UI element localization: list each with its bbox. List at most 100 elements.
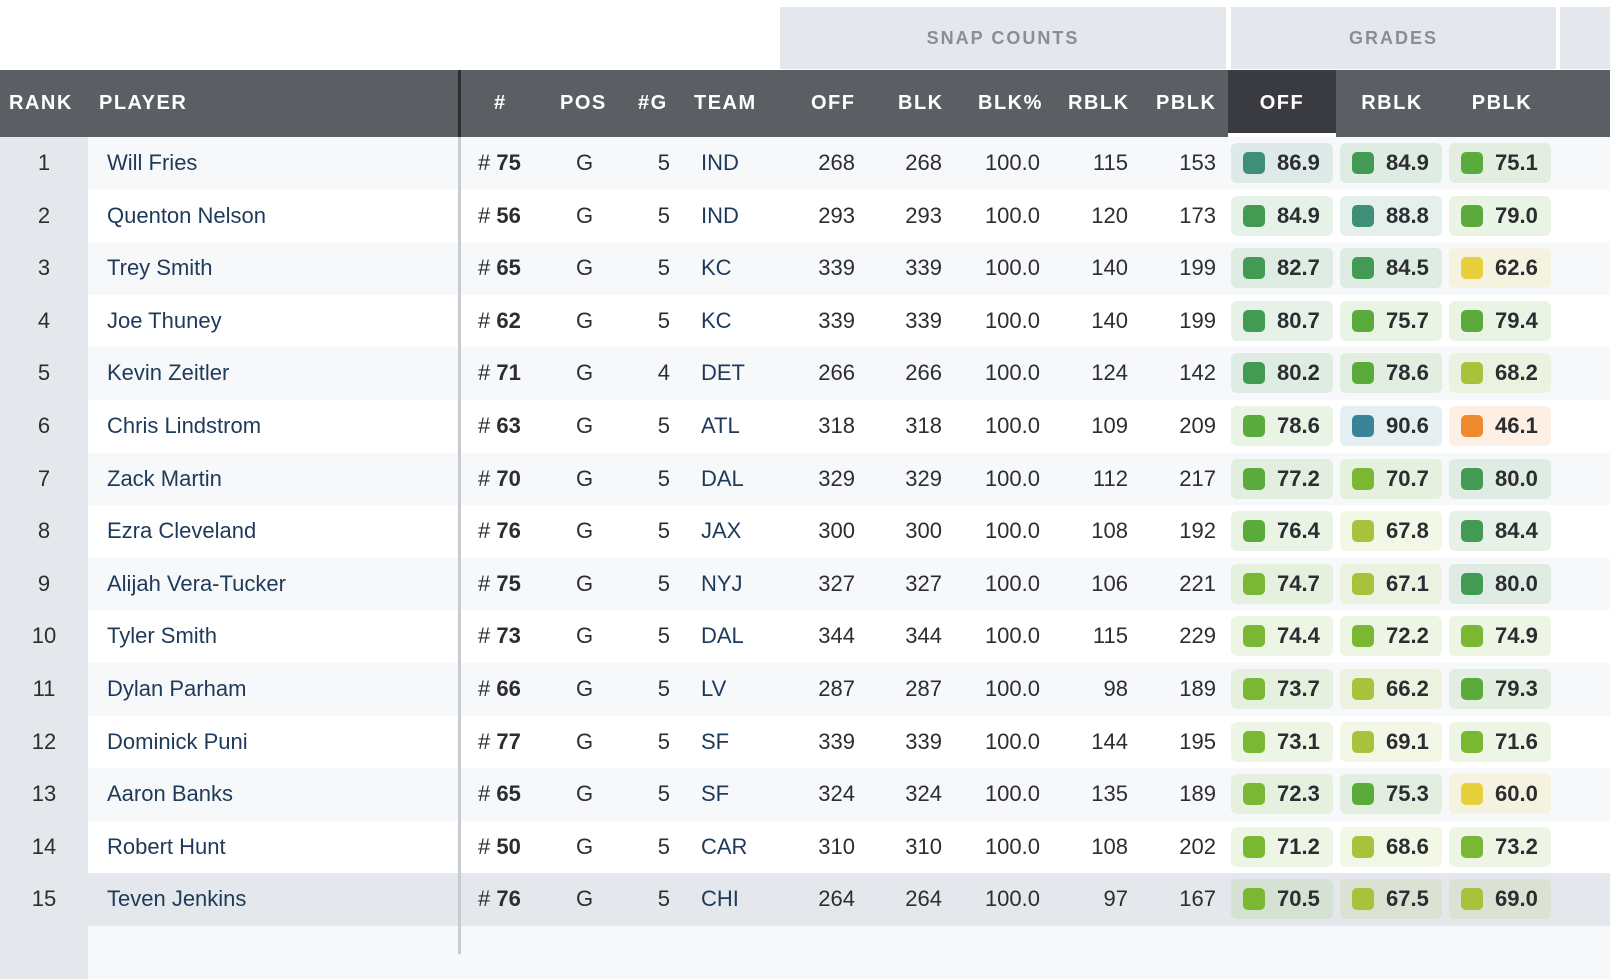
team-link[interactable]: JAX [701, 518, 742, 544]
team-link[interactable]: DAL [701, 623, 744, 649]
grade-swatch-icon [1461, 783, 1483, 806]
team-link[interactable]: CAR [701, 833, 748, 859]
col-games[interactable]: #G [638, 92, 668, 114]
rblk-snaps: 108 [1091, 833, 1128, 859]
games: 5 [657, 413, 670, 438]
table-row[interactable]: 3 Trey Smith # 65 G 5 KC 339 339 100.0 1… [0, 242, 1610, 295]
table-row[interactable]: 14 Robert Hunt # 50 G 5 CAR 310 310 100.… [0, 820, 1610, 874]
grade-swatch-icon [1243, 783, 1265, 806]
player-link[interactable]: Kevin Zeitler [107, 360, 230, 386]
team-link[interactable]: DAL [701, 465, 744, 491]
col-player[interactable]: PLAYER [99, 92, 188, 114]
player-link[interactable]: Dominick Puni [107, 728, 248, 754]
blk-pct: 100.0 [984, 781, 1040, 807]
group-next [1560, 7, 1610, 69]
player-link[interactable]: Alijah Vera-Tucker [107, 570, 286, 596]
blk-pct: 100.0 [984, 465, 1040, 491]
col-team[interactable]: TEAM [694, 92, 757, 114]
table-row[interactable]: 8 Ezra Cleveland # 76 G 5 JAX 300 300 10… [0, 505, 1610, 558]
jersey-number: # 66 [478, 676, 521, 701]
team-link[interactable]: IND [701, 150, 739, 175]
table-row[interactable]: 9 Alijah Vera-Tucker # 75 G 5 NYJ 327 32… [0, 557, 1610, 611]
player-link[interactable]: Aaron Banks [107, 781, 233, 807]
table-row[interactable]: 2 Quenton Nelson # 56 G 5 IND 293 293 10… [0, 189, 1610, 243]
rblk-snaps: 109 [1091, 413, 1128, 438]
player-link[interactable]: Zack Martin [107, 465, 222, 491]
grade-rblk: 72.2 [1340, 616, 1442, 657]
jersey-number: # 65 [478, 781, 521, 807]
team-link[interactable]: LV [701, 676, 727, 701]
grade-swatch-icon [1243, 415, 1265, 437]
team-link[interactable]: SF [701, 728, 730, 754]
col-number[interactable]: # [494, 92, 507, 114]
off-snaps: 300 [818, 518, 855, 544]
col-blk[interactable]: BLK [898, 92, 944, 114]
col-grade-pblk[interactable]: PBLK [1471, 92, 1533, 114]
grade-off: 72.3 [1231, 774, 1333, 815]
team-link[interactable]: KC [701, 307, 732, 333]
table-header: RANK PLAYER # POS #G TEAM OFF BLK BLK% R… [0, 70, 1610, 137]
off-snaps: 318 [818, 413, 855, 438]
table-row[interactable]: 13 Aaron Banks # 65 G 5 SF 324 324 100.0… [0, 768, 1610, 821]
player-link[interactable]: Trey Smith [107, 255, 213, 281]
off-snaps: 287 [818, 676, 855, 701]
grade-rblk: 69.1 [1340, 721, 1442, 762]
jersey-number: # 50 [478, 833, 521, 859]
player-link[interactable]: Dylan Parham [107, 676, 247, 701]
pblk-snaps: 217 [1179, 465, 1216, 491]
table-row[interactable]: 11 Dylan Parham # 66 G 5 LV 287 287 100.… [0, 663, 1610, 716]
player-link[interactable]: Tyler Smith [107, 623, 218, 649]
player-link[interactable]: Teven Jenkins [107, 886, 247, 912]
grade-swatch-icon [1461, 520, 1483, 543]
blk-snaps: 268 [905, 150, 942, 175]
blk-pct: 100.0 [984, 360, 1040, 386]
jersey-number: # 71 [478, 360, 521, 386]
grade-swatch-icon [1461, 572, 1483, 595]
pblk-snaps: 153 [1179, 150, 1216, 175]
col-rblk[interactable]: RBLK [1068, 92, 1130, 114]
team-link[interactable]: SF [701, 781, 730, 807]
col-blk-pct[interactable]: BLK% [978, 92, 1043, 114]
table-row[interactable]: 6 Chris Lindstrom # 63 G 5 ATL 318 318 1… [0, 400, 1610, 453]
position: G [576, 465, 594, 491]
blk-snaps: 264 [905, 886, 942, 912]
team-link[interactable]: KC [701, 255, 732, 281]
table-row[interactable]: 7 Zack Martin # 70 G 5 DAL 329 329 100.0… [0, 452, 1610, 506]
player-link[interactable]: Ezra Cleveland [107, 518, 257, 544]
col-pblk[interactable]: PBLK [1156, 92, 1217, 114]
player-link[interactable]: Chris Lindstrom [107, 413, 262, 438]
team-link[interactable]: IND [701, 202, 739, 228]
table-row[interactable]: 4 Joe Thuney # 62 G 5 KC 339 339 100.0 1… [0, 294, 1610, 348]
team-link[interactable]: CHI [701, 886, 739, 912]
col-off[interactable]: OFF [811, 92, 856, 114]
table-row[interactable]: 12 Dominick Puni # 77 G 5 SF 339 339 100… [0, 715, 1610, 769]
player-link[interactable]: Will Fries [107, 150, 198, 175]
col-grade-off[interactable]: OFF [1228, 70, 1336, 137]
table-row[interactable]: 15 Teven Jenkins # 76 G 5 CHI 264 264 10… [0, 873, 1610, 926]
col-grade-rblk[interactable]: RBLK [1361, 92, 1423, 114]
table-row[interactable]: 10 Tyler Smith # 73 G 5 DAL 344 344 100.… [0, 610, 1610, 663]
off-snaps: 266 [818, 360, 855, 386]
player-link[interactable]: Robert Hunt [107, 833, 226, 859]
grade-swatch-icon [1461, 730, 1483, 753]
grade-rblk: 68.6 [1340, 826, 1442, 867]
table-row[interactable]: 5 Kevin Zeitler # 71 G 4 DET 266 266 100… [0, 347, 1610, 400]
grade-off: 73.7 [1231, 669, 1333, 709]
blk-snaps: 339 [905, 307, 942, 333]
blk-snaps: 266 [905, 360, 942, 386]
pblk-snaps: 202 [1179, 833, 1216, 859]
player-link[interactable]: Joe Thuney [107, 307, 222, 333]
grade-off: 80.7 [1231, 300, 1333, 341]
team-link[interactable]: DET [701, 360, 745, 386]
blk-snaps: 310 [905, 833, 942, 859]
team-link[interactable]: NYJ [701, 570, 743, 596]
player-link[interactable]: Quenton Nelson [107, 202, 266, 228]
grade-rblk: 67.1 [1340, 563, 1442, 604]
grade-swatch-icon [1243, 257, 1265, 280]
col-pos[interactable]: POS [560, 92, 607, 114]
col-rank[interactable]: RANK [9, 92, 73, 114]
games: 5 [657, 623, 670, 649]
table-row[interactable] [0, 926, 1610, 979]
team-link[interactable]: ATL [701, 413, 740, 438]
table-row[interactable]: 1 Will Fries # 75 G 5 IND 268 268 100.0 … [0, 137, 1610, 190]
